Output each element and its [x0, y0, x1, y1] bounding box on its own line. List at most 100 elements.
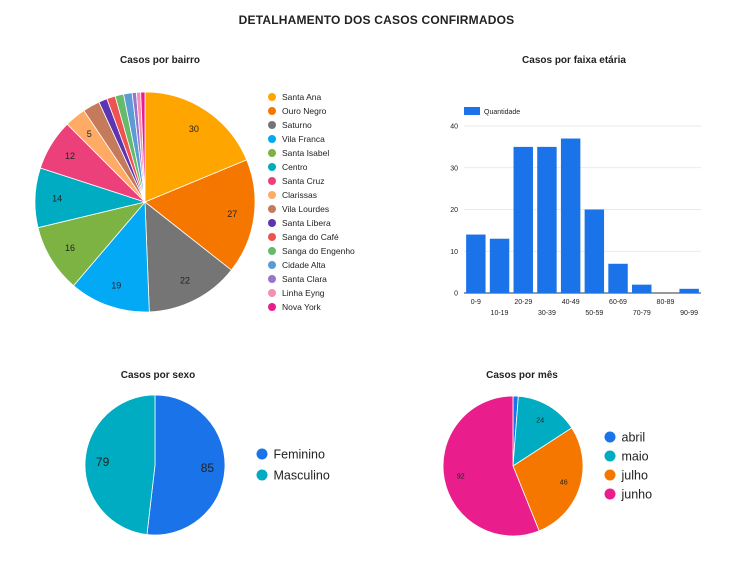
- data-label: 24: [536, 418, 544, 425]
- legend-entry-ouro-negro[interactable]: Ouro Negro: [282, 106, 327, 116]
- data-label: 19: [111, 280, 121, 290]
- data-label: 22: [180, 276, 190, 286]
- data-label: 92: [457, 474, 465, 481]
- chart-sexo: Casos por sexo 85 79 Feminino Masculino: [84, 370, 330, 536]
- legend-entry-santa-cruz[interactable]: Santa Cruz: [282, 176, 325, 186]
- data-label: 46: [560, 480, 568, 487]
- bar-90-99[interactable]: [679, 288, 699, 293]
- legend-swatch: [464, 107, 480, 115]
- bar-30-39[interactable]: [537, 146, 557, 294]
- chart-title: Casos por bairro: [120, 55, 200, 66]
- x-tick-label: 90-99: [680, 310, 698, 317]
- y-tick-label: 40: [450, 124, 458, 131]
- legend-swatch: [268, 135, 276, 143]
- legend-entry-sanga-do-engenho[interactable]: Sanga do Engenho: [282, 246, 355, 256]
- bar-0-9[interactable]: [466, 234, 486, 293]
- y-tick-label: 30: [450, 165, 458, 172]
- pie-slice-vila-franca[interactable]: [72, 200, 150, 313]
- legend-entry-sanga-do-cafe[interactable]: Sanga do Café: [282, 232, 339, 242]
- legend-swatch: [604, 431, 616, 443]
- data-label: 16: [65, 243, 75, 253]
- legend-entry-cidade-alta[interactable]: Cidade Alta: [282, 260, 326, 270]
- legend-swatch: [268, 121, 276, 129]
- bar-70-79[interactable]: [632, 284, 652, 293]
- x-tick-label: 40-49: [562, 299, 580, 306]
- legend-swatch: [268, 205, 276, 213]
- pie-slice-ouro-negro[interactable]: [144, 159, 256, 271]
- data-label: 5: [87, 129, 92, 139]
- pie-slice-saturno[interactable]: [144, 201, 232, 313]
- legend-entry-nova-york[interactable]: Nova York: [282, 302, 321, 312]
- data-label: 30: [189, 124, 199, 134]
- bar-60-69[interactable]: [608, 263, 628, 293]
- legend-swatch: [268, 149, 276, 157]
- bar-50-59[interactable]: [584, 209, 605, 294]
- legend-swatch: [268, 303, 276, 311]
- x-tick-label: 70-79: [633, 310, 651, 317]
- bar-40-49[interactable]: [560, 138, 581, 293]
- legend-swatch: [256, 469, 268, 481]
- legend-swatch: [268, 163, 276, 171]
- legend-entry-vila-lourdes[interactable]: Vila Lourdes: [282, 204, 329, 214]
- x-tick-label: 50-59: [585, 310, 603, 317]
- legend-entry-santa-clara[interactable]: Santa Clara: [282, 274, 327, 284]
- bar-20-29[interactable]: [513, 146, 533, 294]
- x-tick-label: 0-9: [471, 299, 481, 306]
- legend-swatch: [268, 219, 276, 227]
- legend-entry-saturno[interactable]: Saturno: [282, 120, 312, 130]
- legend-entry-maio[interactable]: maio: [622, 450, 649, 464]
- legend-swatch: [604, 488, 616, 500]
- pie-slice-julho[interactable]: [512, 427, 584, 532]
- legend-entry-quantidade[interactable]: Quantidade: [484, 109, 520, 116]
- legend-entry-feminino[interactable]: Feminino: [274, 448, 325, 462]
- legend-entry-linha-eyng[interactable]: Linha Eyng: [282, 288, 325, 298]
- legend-entry-centro[interactable]: Centro: [282, 162, 308, 172]
- legend-entry-masculino[interactable]: Masculino: [274, 469, 330, 483]
- pie-slice-maio[interactable]: [512, 395, 573, 467]
- legend-swatch: [268, 233, 276, 241]
- bar-10-19[interactable]: [489, 238, 510, 293]
- legend-entry-julho[interactable]: julho: [621, 469, 648, 483]
- legend-entry-clarissas[interactable]: Clarissas: [282, 190, 317, 200]
- x-tick-label: 10-19: [491, 310, 509, 317]
- legend-swatch: [604, 450, 616, 462]
- chart-title: Casos por faixa etária: [522, 55, 626, 66]
- y-tick-label: 10: [450, 249, 458, 256]
- legend-swatch: [268, 275, 276, 283]
- legend-swatch: [268, 191, 276, 199]
- legend-entry-santa-ana[interactable]: Santa Ana: [282, 92, 322, 102]
- legend-entry-santa-isabel[interactable]: Santa Isabel: [282, 148, 329, 158]
- pie-slice-nova-york[interactable]: [140, 91, 146, 203]
- pie-slice-junho[interactable]: [442, 395, 540, 537]
- y-tick-label: 0: [454, 291, 458, 298]
- data-label: 27: [227, 209, 237, 219]
- legend-swatch: [268, 261, 276, 269]
- x-tick-label: 30-39: [538, 310, 556, 317]
- legend-entry-santa-libera[interactable]: Santa Líbera: [282, 218, 331, 228]
- pie-slice-feminino[interactable]: [146, 394, 226, 536]
- legend-swatch: [268, 177, 276, 185]
- chart-bairro: Casos por bairro 30 27 22 19 16 14 12 5 Santa A…: [34, 55, 355, 313]
- legend-swatch: [268, 107, 276, 115]
- legend-swatch: [268, 247, 276, 255]
- data-label: 14: [52, 194, 62, 204]
- legend-swatch: [268, 93, 276, 101]
- pie-slice-masculino[interactable]: [84, 394, 156, 535]
- legend-entry-abril[interactable]: abril: [622, 431, 646, 445]
- legend-swatch: [268, 289, 276, 297]
- legend-entry-vila-franca[interactable]: Vila Franca: [282, 134, 325, 144]
- pie-slice-santa-ana[interactable]: [144, 91, 248, 203]
- chart-title: Casos por sexo: [121, 370, 195, 381]
- x-tick-label: 20-29: [514, 299, 532, 306]
- chart-mes: Casos por mês 24 46 92 abril maio julho junho: [442, 370, 653, 537]
- x-tick-label: 60-69: [609, 299, 627, 306]
- data-label: 12: [65, 151, 75, 161]
- legend-entry-junho[interactable]: junho: [621, 488, 653, 502]
- legend-swatch: [604, 469, 616, 481]
- x-tick-label: 80-89: [657, 299, 675, 306]
- data-label: 85: [201, 461, 215, 475]
- data-label: 79: [96, 455, 110, 469]
- dashboard-title: DETALHAMENTO DOS CASOS CONFIRMADOS: [238, 13, 515, 27]
- chart-title: Casos por mês: [486, 370, 558, 381]
